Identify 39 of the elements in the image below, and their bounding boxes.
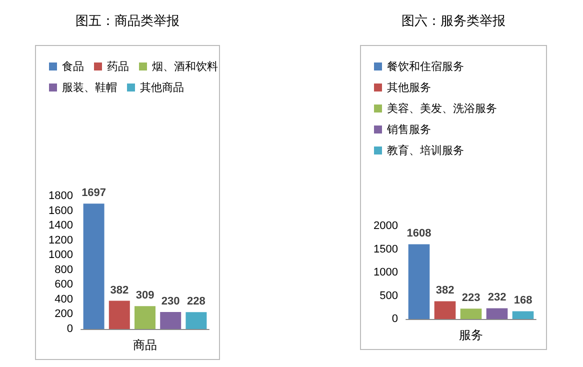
data-label: 382	[436, 284, 454, 297]
y-tick-label: 1600	[48, 204, 73, 217]
x-axis-title: 商品	[133, 338, 157, 352]
legend-label: 销售服务	[386, 123, 431, 136]
data-label: 168	[514, 294, 532, 307]
y-tick-label: 1500	[374, 243, 398, 256]
y-tick-label: 600	[54, 278, 73, 291]
legend-label: 食品	[62, 60, 84, 73]
legend-label: 其他服务	[387, 81, 431, 94]
data-label: 309	[136, 290, 154, 302]
data-label: 228	[187, 296, 206, 308]
data-label: 1608	[406, 228, 432, 240]
y-tick-label: 1400	[48, 220, 73, 232]
data-label: 232	[488, 292, 506, 304]
y-tick-label: 0	[392, 313, 398, 325]
legend-label: 服装、鞋帽	[62, 81, 117, 94]
y-tick-label: 1800	[48, 190, 73, 202]
y-tick-label: 1000	[374, 266, 398, 278]
legend-label: 烟、酒和饮料	[152, 60, 218, 73]
legend-label: 药品	[107, 60, 129, 73]
data-label: 382	[110, 284, 129, 296]
chart-title: 图五：商品类举报	[74, 13, 180, 30]
y-tick-label: 800	[54, 264, 73, 276]
chart-title: 图六：服务类举报	[400, 13, 506, 30]
y-tick-label: 500	[380, 290, 398, 302]
y-tick-label: 400	[54, 293, 73, 306]
legend-label: 教育、培训服务	[387, 144, 464, 157]
data-label: 230	[161, 296, 180, 308]
y-tick-label: 200	[54, 308, 73, 320]
legend-label: 餐饮和住宿服务	[387, 60, 464, 73]
legend-label: 美容、美发、洗浴服务	[387, 102, 497, 115]
y-tick-label: 1200	[48, 234, 73, 246]
data-label: 1697	[82, 187, 106, 200]
data-label: 223	[462, 292, 480, 304]
legend-label: 其他商品	[140, 81, 184, 94]
x-axis-title: 服务	[459, 328, 483, 342]
y-tick-label: 1000	[48, 249, 73, 262]
y-tick-label: 2000	[374, 220, 398, 232]
y-tick-label: 0	[66, 323, 73, 335]
